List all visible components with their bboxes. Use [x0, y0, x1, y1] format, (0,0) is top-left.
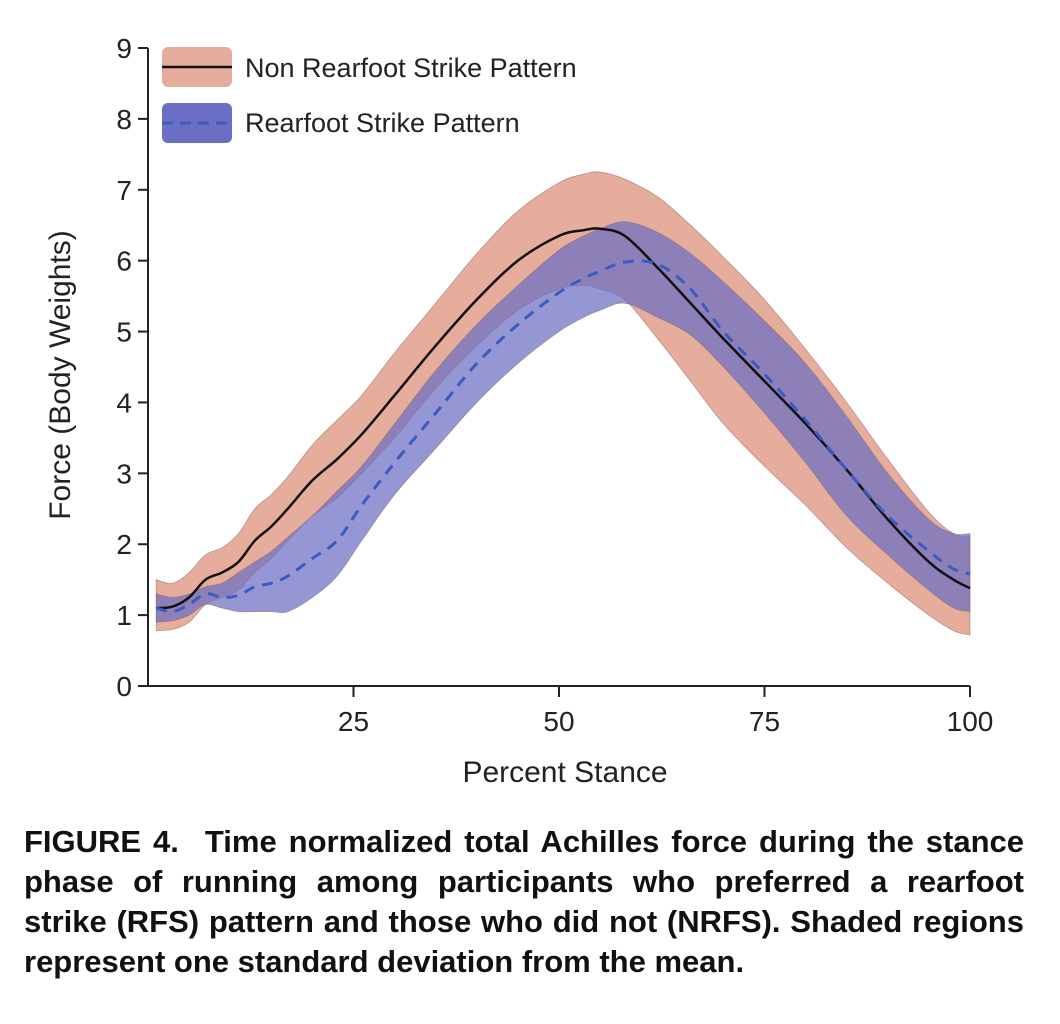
- y-ticks: 0 1 2 3 4 5 6 7 8 9: [116, 33, 148, 702]
- y-tick-label: 5: [116, 317, 132, 348]
- y-tick-label: 1: [116, 600, 132, 631]
- legend-label-rfs: Rearfoot Strike Pattern: [245, 108, 520, 138]
- y-tick-label: 2: [116, 529, 132, 560]
- legend-swatch-rfs: [162, 103, 232, 143]
- caption-text: Time normalized total Achilles force dur…: [24, 824, 1024, 979]
- x-axis-title: Percent Stance: [462, 756, 667, 789]
- y-tick-label: 3: [116, 458, 132, 489]
- y-tick-label: 0: [116, 671, 132, 702]
- figure-label: FIGURE 4.: [24, 824, 179, 859]
- y-tick-label: 8: [116, 104, 132, 135]
- x-tick-label: 25: [338, 706, 369, 737]
- y-tick-label: 4: [116, 387, 132, 418]
- x-ticks: 25 50 75 100: [338, 686, 993, 737]
- achilles-force-chart: 0 1 2 3 4 5 6 7 8 9 25 50 75 100 Percent Stance Forc…: [44, 33, 993, 789]
- mean-lines: [155, 227, 971, 614]
- y-tick-label: 9: [116, 33, 132, 64]
- legend: Non Rearfoot Strike Pattern Rearfoot Str…: [162, 47, 577, 143]
- x-tick-label: 100: [947, 706, 994, 737]
- sd-bands: [155, 171, 971, 636]
- y-tick-label: 6: [116, 246, 132, 277]
- mean-line-nrfs: [156, 227, 971, 610]
- figure-caption: FIGURE 4. Time normalized total Achilles …: [24, 822, 1024, 982]
- sd-band-rfs: [155, 221, 971, 623]
- y-axis-title: Force (Body Weights): [44, 230, 77, 520]
- x-tick-label: 50: [543, 706, 574, 737]
- x-tick-label: 75: [749, 706, 780, 737]
- legend-label-nrfs: Non Rearfoot Strike Pattern: [245, 53, 577, 83]
- y-tick-label: 7: [116, 175, 132, 206]
